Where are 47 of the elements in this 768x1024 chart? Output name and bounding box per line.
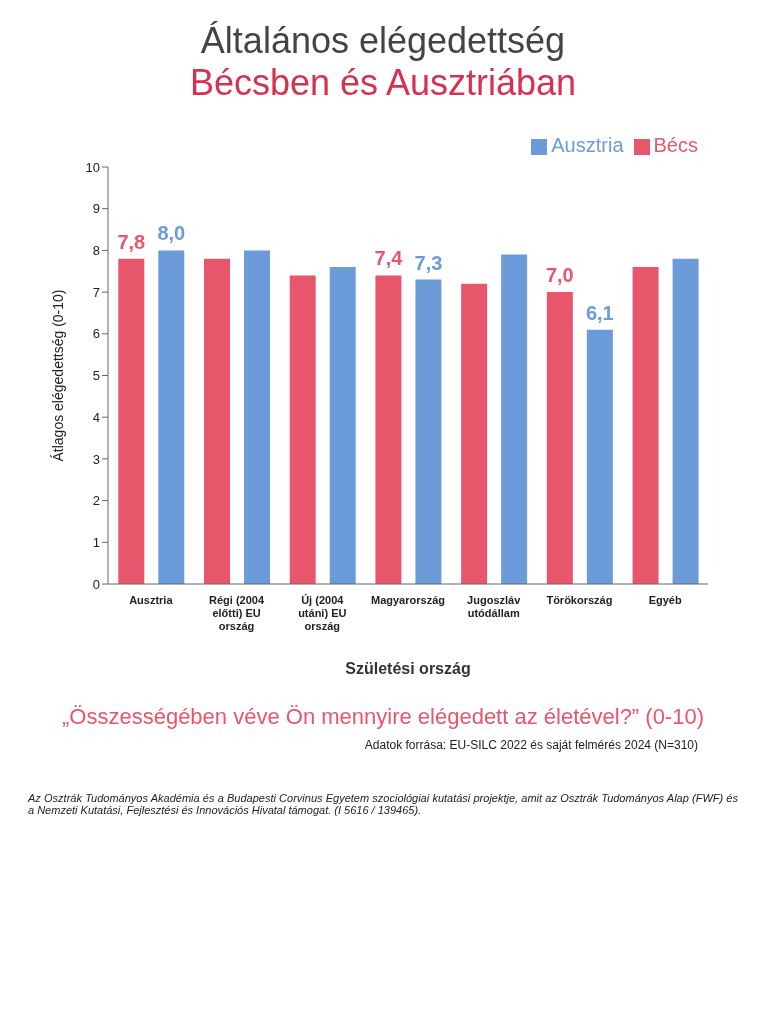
y-axis-title: Átlagos elégedettség (0-10) [49,289,66,462]
bar [329,267,356,584]
bar [461,283,488,584]
data-label: 6,1 [585,301,614,324]
x-tick-label: Magyarország [371,594,445,606]
legend-label: Bécs [653,134,698,156]
y-tick-label: 9 [92,201,100,217]
chart-subtitle: Bécsben és Ausztriában [188,62,578,104]
y-tick-label: 2 [92,493,100,509]
bar [586,329,613,584]
bar [546,292,573,584]
bar [289,275,316,584]
data-label: 7,0 [545,264,574,287]
y-tick-label: 8 [92,243,100,259]
legend-label: Ausztria [551,134,624,156]
data-label: 7,3 [414,251,443,274]
y-tick-label: 7 [92,284,100,300]
text: Az Osztrák Tudományos Akadémia és a Budapesti Corvinus Egyetem szociológiai kutatási projektje, amit az Osztrák Tudományos Alap (FWF) és a Nemzeti Kutatási, Fejlesztési és Innovációs Hivatal támogat. (I 5616 / 139465). [28,792,738,816]
y-tick-label: 0 [92,576,100,592]
bar [501,254,528,584]
x-tick-label: Új (2004 utáni) EU ország [298,594,347,632]
bar [244,250,270,584]
bar [375,275,402,584]
y-tick-label: 1 [92,534,100,550]
bar [118,258,145,584]
y-tick-label: 10 [85,159,100,175]
data-label: 8,0 [157,222,186,245]
data-label: 7,4 [374,247,404,270]
y-tick-label: 5 [92,368,100,384]
y-tick-label: 3 [92,451,100,467]
x-axis-title: Születési ország [345,660,471,677]
bar [158,250,185,584]
x-tick-label: Egyéb [648,594,682,606]
x-tick-label: Ausztria [129,594,174,606]
bar [632,267,659,584]
x-tick-label: Törökország [546,594,613,606]
y-tick-label: 4 [92,409,100,425]
data-label: 7,8 [117,230,146,253]
x-tick-label: Jugoszláv utódállam [467,594,522,619]
chart-title: Általános elégedettség [199,20,567,62]
x-tick-label: Régi (2004 előtti) EU ország [209,594,265,632]
text: „Összességében véve Ön mennyire elégedett az életével?” (0-10) [61,704,705,730]
y-tick-label: 6 [92,326,100,342]
bar [204,258,230,584]
bar [415,279,442,584]
bar [672,258,699,584]
text: Adatok forrása: EU-SILC 2022 és saját felmérés 2024 (N=310) [363,738,698,752]
